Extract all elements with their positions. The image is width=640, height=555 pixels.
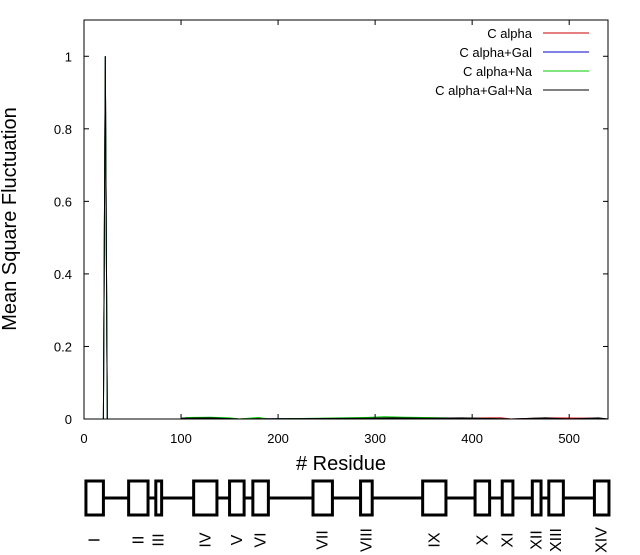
domain-box: [500, 479, 515, 517]
x-tick-label: 300: [364, 431, 386, 446]
y-tick-label: 0.4: [54, 267, 72, 282]
x-tick-label: 200: [267, 431, 289, 446]
domain-box: [251, 479, 270, 517]
domain-map: I II III IV V VI VII VIII IX X XI XII XIII XIV: [84, 479, 611, 553]
plot-frame: [83, 19, 609, 420]
domain-label: I: [87, 538, 104, 542]
domain-box: [154, 479, 164, 517]
domain-label: XI: [500, 532, 517, 547]
series-line-3: [84, 56, 608, 420]
domain-label: XIII: [548, 528, 565, 552]
y-tick-label: 0.8: [54, 122, 72, 137]
domain-box: [547, 479, 565, 517]
y-tick-label: 0.2: [54, 339, 72, 354]
series-line-2: [84, 56, 608, 420]
x-tick-label: 500: [558, 431, 580, 446]
axis-ticks: 0 100 200 300 400 500 0 0.2 0.4 0.6 0.8 1: [54, 20, 608, 446]
domain-box: [530, 479, 543, 517]
domain-label: XII: [529, 530, 546, 550]
legend: C alpha C alpha+Gal C alpha+Na C alpha+Gal+…: [435, 26, 589, 98]
x-tick-label: 400: [461, 431, 483, 446]
x-tick-label: 0: [80, 431, 87, 446]
domain-label: V: [229, 534, 246, 545]
domain-label: VI: [253, 532, 270, 547]
domain-label: VII: [315, 530, 332, 550]
domain-box: [228, 479, 246, 517]
domain-label: IV: [197, 532, 214, 547]
domain-label: III: [151, 533, 168, 546]
domain-box: [311, 479, 334, 517]
y-tick-label: 0: [65, 412, 72, 427]
x-axis-label: # Residue: [296, 453, 386, 475]
domain-label: IX: [426, 532, 443, 547]
x-tick-label: 100: [170, 431, 192, 446]
domain-box: [192, 479, 219, 517]
y-tick-label: 1: [65, 49, 72, 64]
domain-box: [592, 479, 611, 517]
legend-label: C alpha: [487, 26, 533, 41]
domain-box: [421, 479, 448, 517]
y-tick-label: 0.6: [54, 194, 72, 209]
legend-label: C alpha+Gal: [459, 45, 532, 60]
domain-label: II: [130, 536, 147, 545]
y-axis-label: Mean Square Fluctuation: [0, 107, 21, 330]
series-line-4: [84, 56, 609, 420]
domain-box: [84, 479, 105, 517]
domain-label: X: [474, 534, 491, 545]
domain-box: [473, 479, 492, 517]
legend-label: C alpha+Na: [463, 64, 533, 79]
domain-label: VIII: [358, 528, 375, 552]
series-line-1: [84, 56, 609, 420]
legend-label: C alpha+Gal+Na: [435, 83, 533, 98]
domain-box: [359, 479, 374, 517]
domain-box: [127, 479, 150, 517]
plot-series-group: [84, 56, 609, 420]
domain-label: XIV: [594, 527, 611, 553]
